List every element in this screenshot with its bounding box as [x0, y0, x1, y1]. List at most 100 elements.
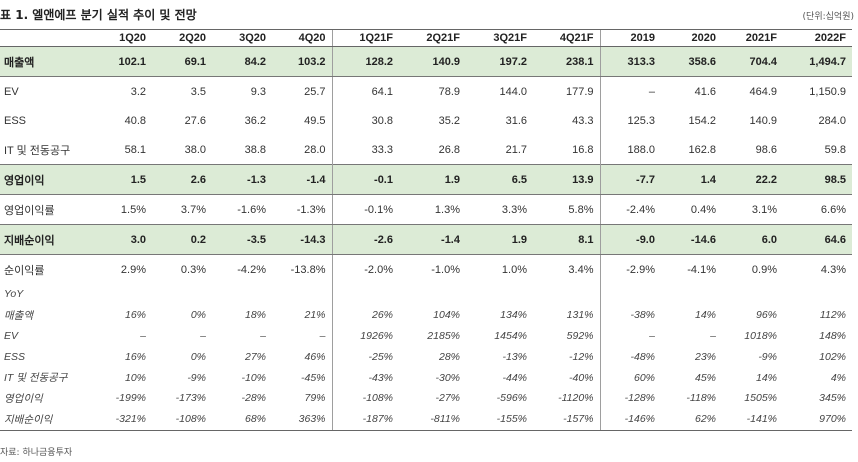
value-cell: 84.2 [212, 46, 272, 77]
value-cell: 14% [694, 309, 716, 322]
value-cell: 10% [124, 371, 146, 384]
column-header: 3Q20 [212, 29, 272, 47]
empty-cell [599, 284, 661, 305]
value-cell: 197.2 [466, 46, 533, 77]
value-cell: 33.3 [331, 135, 399, 165]
row-label: ESS [4, 114, 27, 127]
value-cell: 1.3% [399, 194, 466, 225]
value-cell: 16% [124, 309, 146, 322]
value-cell: 363% [272, 408, 332, 431]
yoy-header-label: YoY [4, 288, 24, 301]
value-cell: -157% [533, 408, 600, 431]
value-cell: -141% [722, 408, 783, 431]
table-title: 표 1. 엘앤에프 분기 실적 추이 및 전망 [0, 8, 197, 22]
value-cell: -10% [241, 371, 266, 384]
value-cell: 104% [433, 309, 460, 322]
value-cell: -9.0 [599, 224, 661, 255]
value-cell: – [140, 329, 146, 342]
value-cell: -13.8% [290, 263, 326, 276]
column-header: 4Q20 [272, 29, 332, 47]
table-row: 영업이익률 1.5% 3.7% -1.6% -1.3% -0.1% 1.3% 3.3% 5.8%… [0, 194, 852, 225]
yoy-table-body: YoY 매출액 16% 0% 18% 21% 26% 104% 134% 131% -38% 14% 9… [0, 284, 852, 431]
value-cell: -321% [92, 408, 152, 431]
empty-cell [212, 284, 272, 305]
value-cell: 0.4% [661, 194, 722, 225]
table-row: IT 및 전동공구 58.1 38.0 38.8 28.0 33.3 26.8 21.7 16.… [0, 135, 852, 165]
empty-cell [722, 284, 783, 305]
value-cell: 23% [694, 350, 716, 363]
value-cell: 128.2 [331, 46, 399, 77]
value-cell: -108% [331, 387, 399, 409]
value-cell: – [200, 329, 206, 342]
empty-cell [92, 284, 152, 305]
earnings-table: 1Q20 2Q20 3Q20 4Q20 1Q21F 2Q21F 3Q21F 4Q… [0, 29, 852, 431]
table-row: EV 3.2 3.5 9.3 25.7 64.1 78.9 144.0 177.9– 41.6 46… [0, 76, 852, 106]
table-header: 1Q20 2Q20 3Q20 4Q20 1Q21F 2Q21F 3Q21F 4Q… [0, 29, 852, 47]
value-cell: 112% [819, 309, 846, 322]
column-header: 3Q21F [466, 29, 533, 47]
value-cell: 3.5 [190, 85, 206, 98]
value-cell: 43.3 [572, 114, 594, 127]
value-cell: 238.1 [533, 46, 600, 77]
value-cell: 36.2 [244, 114, 266, 127]
value-cell: 3.0 [92, 224, 152, 255]
value-cell: 148% [819, 329, 846, 342]
value-cell: 345% [819, 392, 846, 405]
value-cell: -155% [466, 408, 533, 431]
value-cell: 41.6 [694, 85, 716, 98]
row-label: IT 및 전동공구 [4, 372, 68, 385]
value-cell: -13% [502, 350, 527, 363]
value-cell: 58.1 [124, 143, 146, 156]
value-cell: – [599, 76, 661, 106]
value-cell: 45% [694, 371, 716, 384]
row-label: 영업이익 [0, 164, 92, 195]
value-cell: -1120% [558, 392, 594, 405]
value-cell: -9% [187, 371, 206, 384]
value-cell: 592% [566, 329, 594, 342]
value-cell: 8.1 [533, 224, 600, 255]
value-cell: 1,494.7 [783, 46, 852, 77]
value-cell: 103.2 [272, 46, 332, 77]
value-cell: -30% [435, 371, 460, 384]
empty-cell [399, 284, 466, 305]
value-cell: 35.2 [438, 114, 460, 127]
header-label-cell [0, 29, 92, 47]
value-cell: -596% [496, 392, 527, 405]
value-cell: 3.2 [130, 85, 146, 98]
yoy-table-row: EV – – – –1926% 2185% 1454% 592% – –1018% 148% [0, 325, 852, 347]
value-cell: -128% [599, 387, 661, 409]
value-cell: -14.3 [272, 224, 332, 255]
value-cell: 3.3% [466, 194, 533, 225]
value-cell: -187% [331, 408, 399, 431]
column-header: 2021F [722, 29, 783, 47]
value-cell: 64.6 [783, 224, 852, 255]
value-cell: -48% [599, 346, 661, 368]
value-cell: 1018% [744, 329, 777, 342]
value-cell: 98.6 [755, 143, 777, 156]
empty-cell [783, 284, 852, 305]
value-cell: -7.7 [599, 164, 661, 195]
row-label: 지배순이익 [0, 408, 92, 431]
row-label: EV [4, 329, 19, 342]
table-row: 순이익률 2.9% 0.3% -4.2% -13.8% -2.0% -1.0% 1.0% 3.4… [0, 254, 852, 284]
yoy-table-row: IT 및 전동공구 10% -9% -10% -45% -43% -30% -44% -40% 6… [0, 367, 852, 388]
value-cell: 1505% [744, 392, 777, 405]
column-header: 2022F [783, 29, 852, 47]
row-label: 영업이익 [4, 392, 43, 405]
value-cell: 1.0% [501, 263, 527, 276]
value-cell: 1.5% [92, 194, 152, 225]
value-cell: 1.9 [399, 164, 466, 195]
value-cell: 4% [830, 371, 846, 384]
value-cell: 1.4 [661, 164, 722, 195]
value-cell: 1.9 [466, 224, 533, 255]
value-cell: 102% [819, 350, 846, 363]
value-cell: 140.9 [749, 114, 777, 127]
value-cell: 79% [304, 392, 326, 405]
value-cell: 5.8% [533, 194, 600, 225]
value-cell: 177.9 [565, 85, 594, 98]
empty-cell [533, 284, 600, 305]
value-cell: 26% [331, 304, 399, 326]
value-cell: -811% [399, 408, 466, 431]
value-cell: – [599, 325, 661, 347]
value-cell: 464.9 [749, 85, 777, 98]
